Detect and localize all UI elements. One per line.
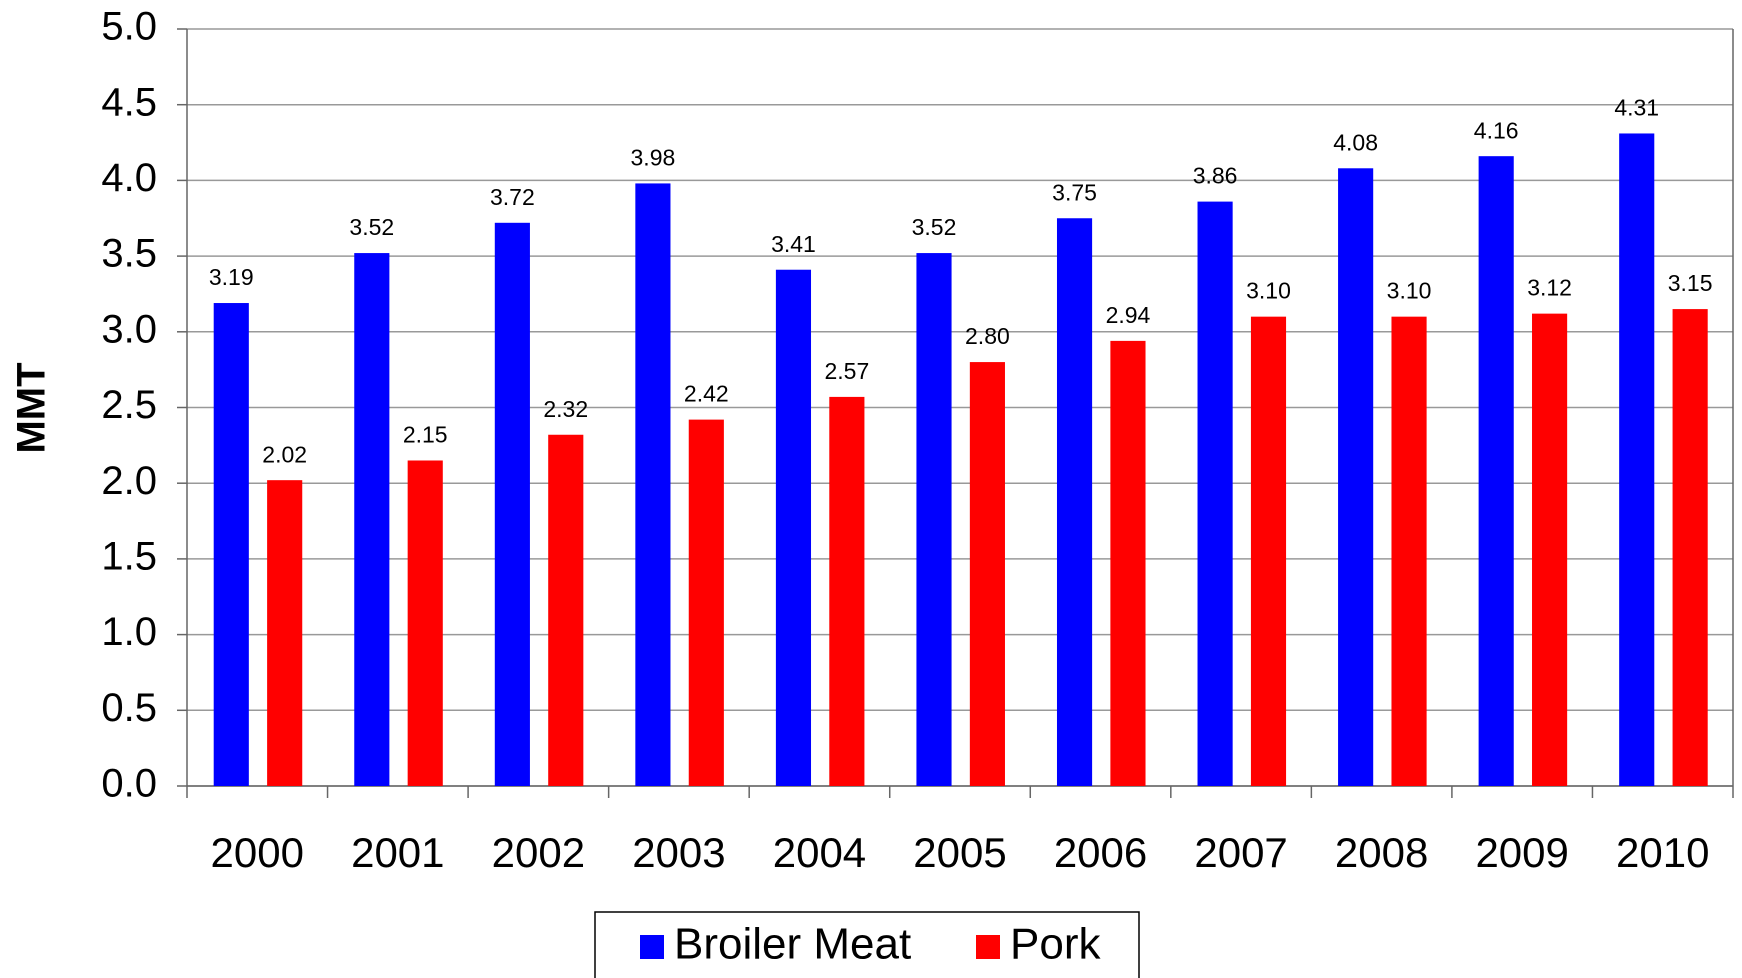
legend-label: Pork — [1010, 920, 1101, 969]
bar — [1532, 313, 1568, 786]
bar — [213, 303, 249, 786]
bar — [829, 396, 865, 786]
data-label: 3.86 — [1193, 163, 1238, 189]
bar — [916, 253, 952, 786]
bar — [354, 253, 390, 786]
data-label: 4.08 — [1333, 129, 1378, 155]
data-label: 4.16 — [1474, 117, 1519, 143]
x-tick-label: 2009 — [1475, 829, 1568, 876]
data-label: 3.19 — [209, 264, 254, 290]
y-tick-label: 0.5 — [101, 686, 157, 730]
legend-box — [594, 911, 1140, 978]
x-tick-label: 2007 — [1194, 829, 1287, 876]
y-tick-label: 0.0 — [101, 762, 157, 806]
y-tick-label: 2.0 — [101, 459, 157, 503]
x-tick-label: 2008 — [1335, 829, 1428, 876]
x-tick-label: 2001 — [351, 829, 444, 876]
x-tick-label: 2005 — [913, 829, 1006, 876]
bar — [1197, 201, 1233, 786]
bar — [1110, 340, 1146, 786]
x-tick-label: 2003 — [632, 829, 725, 876]
y-tick-label: 1.5 — [101, 534, 157, 578]
y-tick-label: 5.0 — [101, 5, 157, 49]
legend-swatch — [976, 935, 1000, 959]
bar — [1478, 156, 1514, 786]
bar — [1391, 316, 1427, 786]
data-label: 2.42 — [684, 381, 729, 407]
bar — [1338, 168, 1374, 787]
bar — [775, 269, 812, 786]
y-tick-label: 3.0 — [101, 307, 157, 351]
y-tick-label: 4.0 — [101, 156, 157, 200]
data-label: 3.10 — [1246, 278, 1291, 304]
bar — [1056, 218, 1093, 786]
x-tick-label: 2002 — [492, 829, 585, 876]
data-label: 2.02 — [262, 441, 307, 467]
data-label: 3.75 — [1052, 179, 1097, 205]
bar — [1619, 133, 1655, 786]
data-label: 3.52 — [349, 214, 394, 240]
bar — [969, 362, 1005, 786]
legend-label: Broiler Meat — [674, 920, 911, 969]
bar — [267, 480, 303, 786]
bar — [494, 222, 530, 787]
x-tick-label: 2000 — [211, 829, 304, 876]
data-label: 2.80 — [965, 323, 1010, 349]
data-label: 2.94 — [1106, 302, 1151, 328]
y-axis-label: MMT — [10, 362, 54, 453]
bar — [548, 434, 584, 786]
data-label: 4.31 — [1614, 95, 1659, 121]
bar — [407, 460, 443, 786]
x-tick-label: 2004 — [773, 829, 866, 876]
y-tick-label: 2.5 — [101, 383, 157, 427]
data-label: 3.15 — [1668, 270, 1713, 296]
data-label: 3.98 — [631, 145, 676, 171]
bar — [635, 183, 671, 787]
y-tick-label: 3.5 — [101, 232, 157, 276]
bar — [1672, 309, 1708, 786]
data-label: 3.10 — [1387, 278, 1432, 304]
x-tick-label: 2006 — [1054, 829, 1147, 876]
data-label: 3.12 — [1527, 275, 1572, 301]
data-label: 2.57 — [824, 358, 869, 384]
data-label: 2.15 — [403, 422, 448, 448]
data-label: 3.52 — [912, 214, 957, 240]
bar — [688, 419, 724, 786]
data-label: 3.41 — [771, 231, 816, 257]
bar — [1250, 316, 1287, 786]
y-tick-label: 1.0 — [101, 610, 157, 654]
legend-swatch — [640, 935, 664, 959]
y-tick-label: 4.5 — [101, 80, 157, 124]
data-label: 2.32 — [543, 396, 588, 422]
x-tick-label: 2010 — [1616, 829, 1709, 876]
data-label: 3.72 — [490, 184, 535, 210]
